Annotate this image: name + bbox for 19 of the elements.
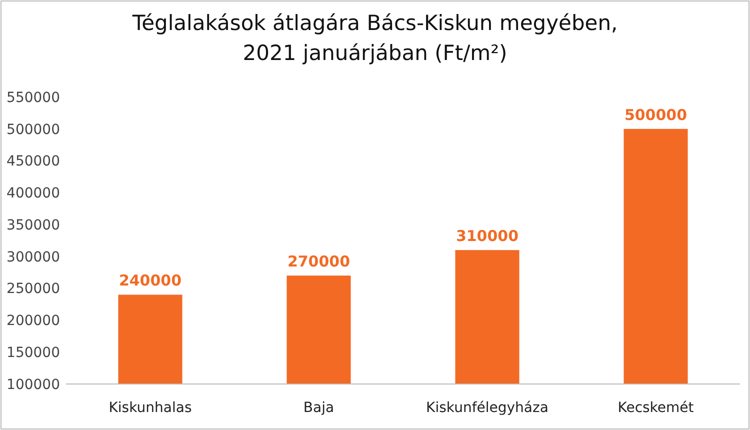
- y-tick-label: 500000: [6, 122, 60, 138]
- chart-title: Téglalakások átlagára Bács-Kiskun megyében, 2021 januárjában (Ft/m²): [131, 11, 618, 65]
- y-tick-label: 200000: [6, 313, 60, 330]
- x-tick-label: Kiskunhalas: [108, 400, 192, 416]
- y-tick-label: 450000: [6, 154, 60, 170]
- y-tick-label: 350000: [6, 217, 60, 234]
- x-tick-label: Kiskunfélegyháza: [426, 400, 548, 416]
- y-tick-label: 250000: [6, 281, 60, 298]
- y-tick-label: 300000: [6, 249, 60, 266]
- y-tick-label: 550000: [6, 90, 60, 106]
- y-tick-label: 150000: [6, 345, 60, 362]
- x-tick-label: Kecskemét: [618, 400, 694, 416]
- x-tick-label: Baja: [303, 400, 334, 416]
- data-label: 270000: [287, 252, 350, 271]
- data-label: 500000: [624, 106, 688, 124]
- y-tick-label: 100000: [6, 376, 60, 393]
- y-tick-label: 400000: [6, 186, 60, 202]
- data-label: 310000: [456, 227, 519, 246]
- data-label: 240000: [118, 272, 182, 290]
